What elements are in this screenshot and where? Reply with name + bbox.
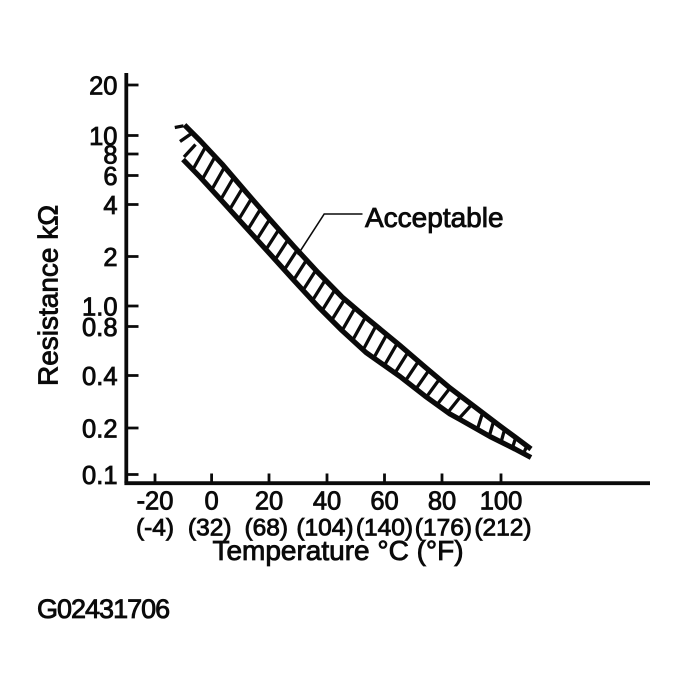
svg-text:(140): (140)	[356, 515, 413, 542]
svg-text:Temperature °C (°F): Temperature °C (°F)	[212, 535, 463, 566]
svg-text:(68): (68)	[245, 515, 289, 542]
svg-text:20: 20	[89, 72, 117, 100]
svg-text:2: 2	[103, 244, 117, 272]
svg-text:G02431706: G02431706	[37, 594, 169, 624]
svg-text:-20: -20	[137, 488, 174, 516]
svg-text:Resistance kΩ: Resistance kΩ	[33, 205, 64, 386]
svg-text:(212): (212)	[474, 515, 531, 542]
svg-text:0: 0	[205, 488, 219, 516]
svg-text:(-4): (-4)	[136, 515, 174, 542]
svg-text:6: 6	[103, 163, 117, 191]
svg-text:4: 4	[103, 192, 117, 220]
svg-text:60: 60	[370, 488, 398, 516]
svg-text:8: 8	[103, 141, 117, 169]
svg-text:80: 80	[428, 488, 456, 516]
svg-text:1.0: 1.0	[82, 293, 117, 321]
svg-text:100: 100	[480, 488, 523, 516]
svg-text:10: 10	[89, 123, 117, 151]
svg-text:(176): (176)	[415, 515, 472, 542]
svg-text:(32): (32)	[188, 515, 232, 542]
svg-text:0.2: 0.2	[82, 415, 117, 443]
svg-text:0.8: 0.8	[82, 314, 117, 342]
svg-text:Acceptable: Acceptable	[365, 202, 504, 233]
svg-text:40: 40	[313, 488, 341, 516]
svg-text:0.4: 0.4	[82, 363, 117, 391]
svg-text:(104): (104)	[296, 515, 353, 542]
svg-text:0.1: 0.1	[82, 462, 117, 490]
svg-text:20: 20	[255, 488, 283, 516]
